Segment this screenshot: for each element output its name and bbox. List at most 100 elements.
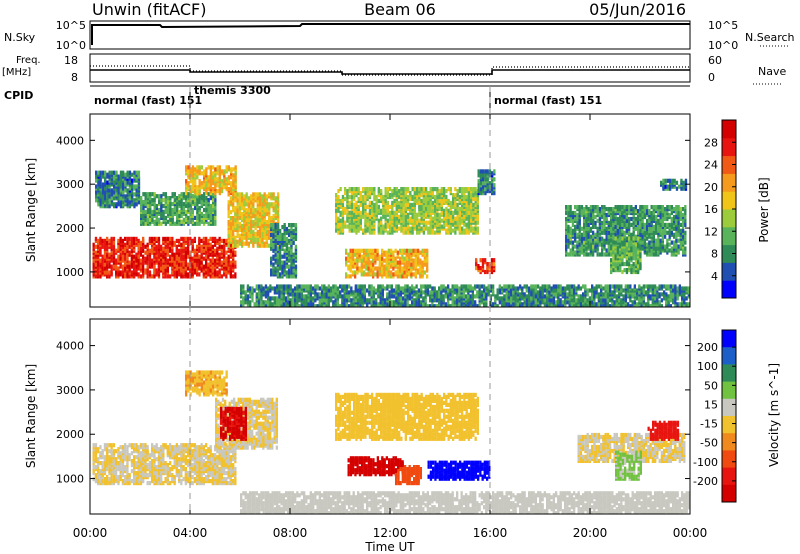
data-cell	[182, 217, 185, 222]
data-cell	[142, 205, 145, 211]
data-cell	[574, 216, 577, 222]
data-cell	[265, 235, 268, 240]
data-cell	[212, 165, 215, 170]
data-cell	[337, 206, 340, 211]
data-cell	[445, 189, 448, 194]
data-cell	[391, 206, 394, 211]
data-cell	[684, 214, 687, 220]
data-cell	[348, 187, 351, 192]
data-cell	[272, 223, 275, 228]
data-cell	[454, 193, 457, 198]
data-cell	[637, 228, 640, 233]
data-cell	[423, 258, 426, 263]
data-cell	[652, 205, 655, 210]
data-cell	[106, 264, 109, 269]
data-cell	[387, 248, 390, 253]
data-cell	[155, 194, 158, 199]
data-cell	[368, 191, 372, 196]
data-cell	[682, 224, 685, 229]
data-cell	[639, 228, 642, 233]
data-cell	[232, 225, 235, 231]
data-cell	[650, 214, 653, 220]
data-cell	[371, 187, 374, 192]
data-cell	[283, 234, 286, 239]
data-cell	[119, 178, 123, 183]
data-cell	[346, 189, 349, 194]
data-cell	[203, 198, 206, 203]
data-cell	[108, 204, 111, 209]
data-cell	[419, 264, 422, 269]
data-cell	[171, 252, 174, 257]
data-cell	[110, 236, 113, 241]
data-cell	[169, 205, 172, 211]
data-cell	[422, 187, 425, 192]
data-cell	[124, 236, 127, 241]
data-cell	[354, 270, 357, 275]
data-cell	[358, 248, 361, 253]
data-cell	[180, 201, 183, 207]
data-cell	[171, 201, 174, 207]
data-cell	[196, 215, 199, 220]
data-cell	[112, 236, 116, 241]
data-cell	[207, 221, 210, 226]
data-cell	[479, 181, 483, 186]
data-cell	[589, 238, 593, 243]
data-cell	[571, 228, 575, 233]
data-cell	[458, 194, 461, 200]
data-cell	[427, 226, 430, 231]
data-cell	[399, 260, 402, 265]
data-cell	[167, 207, 170, 213]
data-cell	[610, 220, 613, 225]
data-cell	[205, 187, 208, 192]
data-cell	[465, 228, 468, 233]
data-cell	[146, 219, 150, 224]
data-cell	[137, 170, 141, 175]
data-cell	[422, 226, 425, 231]
data-cell	[567, 228, 570, 233]
data-cell	[574, 234, 577, 239]
data-cell	[232, 231, 235, 236]
data-cell	[416, 226, 419, 231]
data-cell	[232, 239, 235, 244]
data-cell	[369, 254, 372, 259]
data-cell	[369, 248, 372, 253]
data-cell	[616, 220, 619, 225]
data-cell	[412, 258, 415, 263]
data-cell	[135, 170, 138, 175]
data-cell	[449, 210, 452, 215]
data-cell	[605, 212, 608, 218]
data-cell	[227, 233, 230, 238]
data-cell	[339, 198, 342, 204]
data-cell	[112, 264, 116, 269]
data-cell	[346, 212, 349, 217]
data-cell	[232, 192, 235, 197]
data-cell	[402, 216, 405, 221]
data-cell	[677, 220, 680, 225]
data-cell	[272, 232, 275, 238]
data-cell	[374, 272, 377, 277]
data-cell	[142, 248, 145, 253]
data-cell	[670, 230, 673, 235]
data-cell	[200, 181, 203, 186]
data-cell	[565, 216, 568, 222]
data-cell	[112, 252, 116, 257]
data-cell	[454, 208, 457, 213]
data-cell	[144, 221, 147, 226]
data-cell	[180, 198, 183, 203]
data-cell	[580, 205, 584, 210]
data-cell	[403, 262, 406, 267]
data-cell	[157, 270, 161, 275]
data-cell	[364, 191, 367, 196]
data-cell	[212, 192, 215, 197]
data-cell	[182, 254, 185, 259]
data-cell	[265, 208, 268, 213]
data-cell	[254, 216, 257, 221]
data-cell	[637, 220, 640, 225]
data-cell	[384, 216, 387, 221]
data-cell	[404, 206, 407, 211]
data-cell	[92, 262, 95, 267]
data-cell	[198, 248, 201, 253]
data-cell	[115, 170, 118, 175]
data-cell	[427, 220, 430, 225]
data-cell	[404, 191, 407, 196]
